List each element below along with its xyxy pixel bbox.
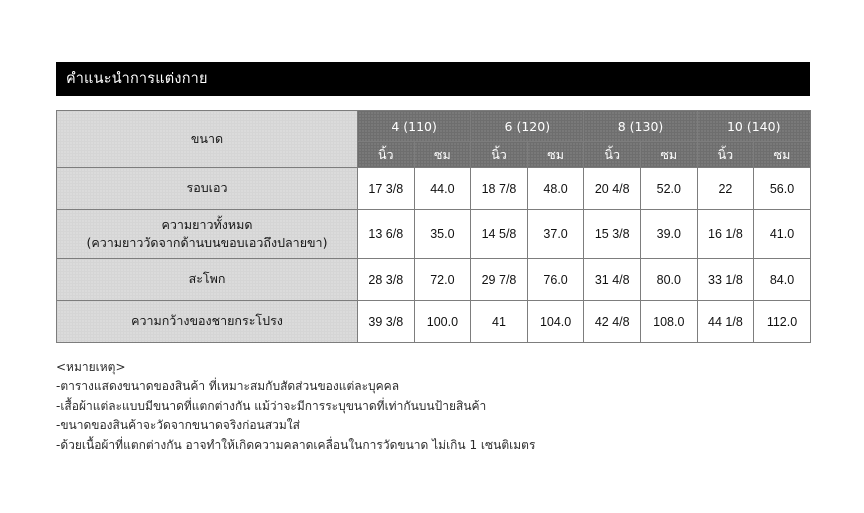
- row-label-line1: ความกว้างของชายกระโปรง: [131, 313, 283, 329]
- cell-value: 100.0: [413, 300, 472, 343]
- cell-value: 17 3/8: [357, 167, 415, 210]
- column-header-size-2: 8 (130): [583, 110, 698, 142]
- cell-value: 13 6/8: [357, 209, 415, 259]
- unit-header-0-cm: ซม: [413, 141, 472, 168]
- cell-value: 18 7/8: [470, 167, 528, 210]
- cell-value: 42 4/8: [583, 300, 641, 343]
- table-row: ความยาวทั้งหมด (ความยาววัดจากด้านบนขอบเอ…: [56, 209, 811, 259]
- row-label-line1: สะโพก: [188, 271, 226, 287]
- unit-header-1-cm: ซม: [526, 141, 585, 168]
- cell-value: 33 1/8: [696, 258, 755, 301]
- cell-value: 31 4/8: [583, 258, 641, 301]
- unit-header-3-inch: นิ้ว: [696, 141, 755, 168]
- cell-value: 37.0: [526, 209, 585, 259]
- column-header-measurement: ขนาด: [56, 110, 358, 168]
- cell-value: 104.0: [526, 300, 585, 343]
- cell-value: 15 3/8: [583, 209, 641, 259]
- unit-header-2-cm: ซม: [640, 141, 698, 168]
- cell-value: 35.0: [413, 209, 472, 259]
- unit-header-2-inch: นิ้ว: [583, 141, 641, 168]
- cell-value: 84.0: [753, 258, 811, 301]
- column-header-size-3: 10 (140): [696, 110, 811, 142]
- cell-value: 29 7/8: [470, 258, 528, 301]
- row-label-line1: รอบเอว: [186, 180, 228, 196]
- table-head: ขนาด 4 (110) 6 (120) 8 (130) 10 (140) นิ…: [56, 110, 811, 168]
- cell-value: 14 5/8: [470, 209, 528, 259]
- footnote-item: -ขนาดของสินค้าจะวัดจากขนาดจริงก่อนสวมใส่: [56, 418, 300, 433]
- table-row: สะโพก 28 3/8 72.0 29 7/8 76.0 31 4/8 80.…: [56, 258, 811, 301]
- cell-value: 41: [470, 300, 528, 343]
- row-label-line2: (ความยาววัดจากด้านบนขอบเอวถึงปลายขา): [86, 235, 328, 250]
- footnote-item: -ตารางแสดงขนาดของสินค้า ที่เหมาะสมกับสัด…: [56, 379, 400, 394]
- cell-value: 16 1/8: [696, 209, 755, 259]
- column-header-size-0: 4 (110): [356, 110, 472, 142]
- table-row: รอบเอว 17 3/8 44.0 18 7/8 48.0 20 4/8 52…: [56, 167, 811, 210]
- footnote-heading: <หมายเหตุ>: [56, 360, 126, 374]
- cell-value: 44.0: [413, 167, 472, 210]
- cell-value: 48.0: [526, 167, 585, 210]
- cell-value: 39.0: [640, 209, 698, 259]
- size-chart-table: ขนาด 4 (110) 6 (120) 8 (130) 10 (140) นิ…: [56, 110, 811, 343]
- cell-value: 44 1/8: [696, 300, 755, 343]
- table-row: ความกว้างของชายกระโปรง 39 3/8 100.0 41 1…: [56, 300, 811, 343]
- cell-value: 39 3/8: [357, 300, 415, 343]
- footnote-item: -เสื้อผ้าแต่ละแบบมีขนาดที่แตกต่างกัน แม้…: [56, 398, 487, 413]
- title-bar: คำแนะนำการแต่งกาย: [56, 62, 810, 96]
- cell-value: 20 4/8: [583, 167, 641, 210]
- table-body: รอบเอว 17 3/8 44.0 18 7/8 48.0 20 4/8 52…: [56, 167, 811, 343]
- page-title: คำแนะนำการแต่งกาย: [66, 70, 208, 87]
- footnote-item: -ด้วยเนื้อผ้าที่แตกต่างกัน อาจทำให้เกิดค…: [56, 437, 536, 452]
- cell-value: 22: [696, 167, 755, 210]
- cell-value: 112.0: [753, 300, 811, 343]
- row-label: ความยาวทั้งหมด (ความยาววัดจากด้านบนขอบเอ…: [56, 209, 358, 259]
- cell-value: 80.0: [640, 258, 698, 301]
- cell-value: 72.0: [413, 258, 472, 301]
- unit-header-3-cm: ซม: [753, 141, 811, 168]
- row-label: ความกว้างของชายกระโปรง: [56, 300, 358, 343]
- unit-header-1-inch: นิ้ว: [470, 141, 528, 168]
- cell-value: 28 3/8: [357, 258, 415, 301]
- cell-value: 56.0: [753, 167, 811, 210]
- row-label: สะโพก: [56, 258, 358, 301]
- cell-value: 41.0: [753, 209, 811, 259]
- cell-value: 76.0: [526, 258, 585, 301]
- footnotes: <หมายเหตุ> -ตารางแสดงขนาดของสินค้า ที่เห…: [56, 358, 816, 455]
- unit-header-0-inch: นิ้ว: [357, 141, 415, 168]
- table-header-row-sizes: ขนาด 4 (110) 6 (120) 8 (130) 10 (140): [56, 110, 811, 168]
- cell-value: 108.0: [640, 300, 698, 343]
- cell-value: 52.0: [640, 167, 698, 210]
- row-label: รอบเอว: [56, 167, 358, 210]
- column-header-size-1: 6 (120): [470, 110, 585, 142]
- row-label-line1: ความยาวทั้งหมด: [161, 216, 253, 232]
- table-header-row-units: นิ้ว ซม นิ้ว ซม นิ้ว ซม นิ้ว ซม: [57, 141, 811, 168]
